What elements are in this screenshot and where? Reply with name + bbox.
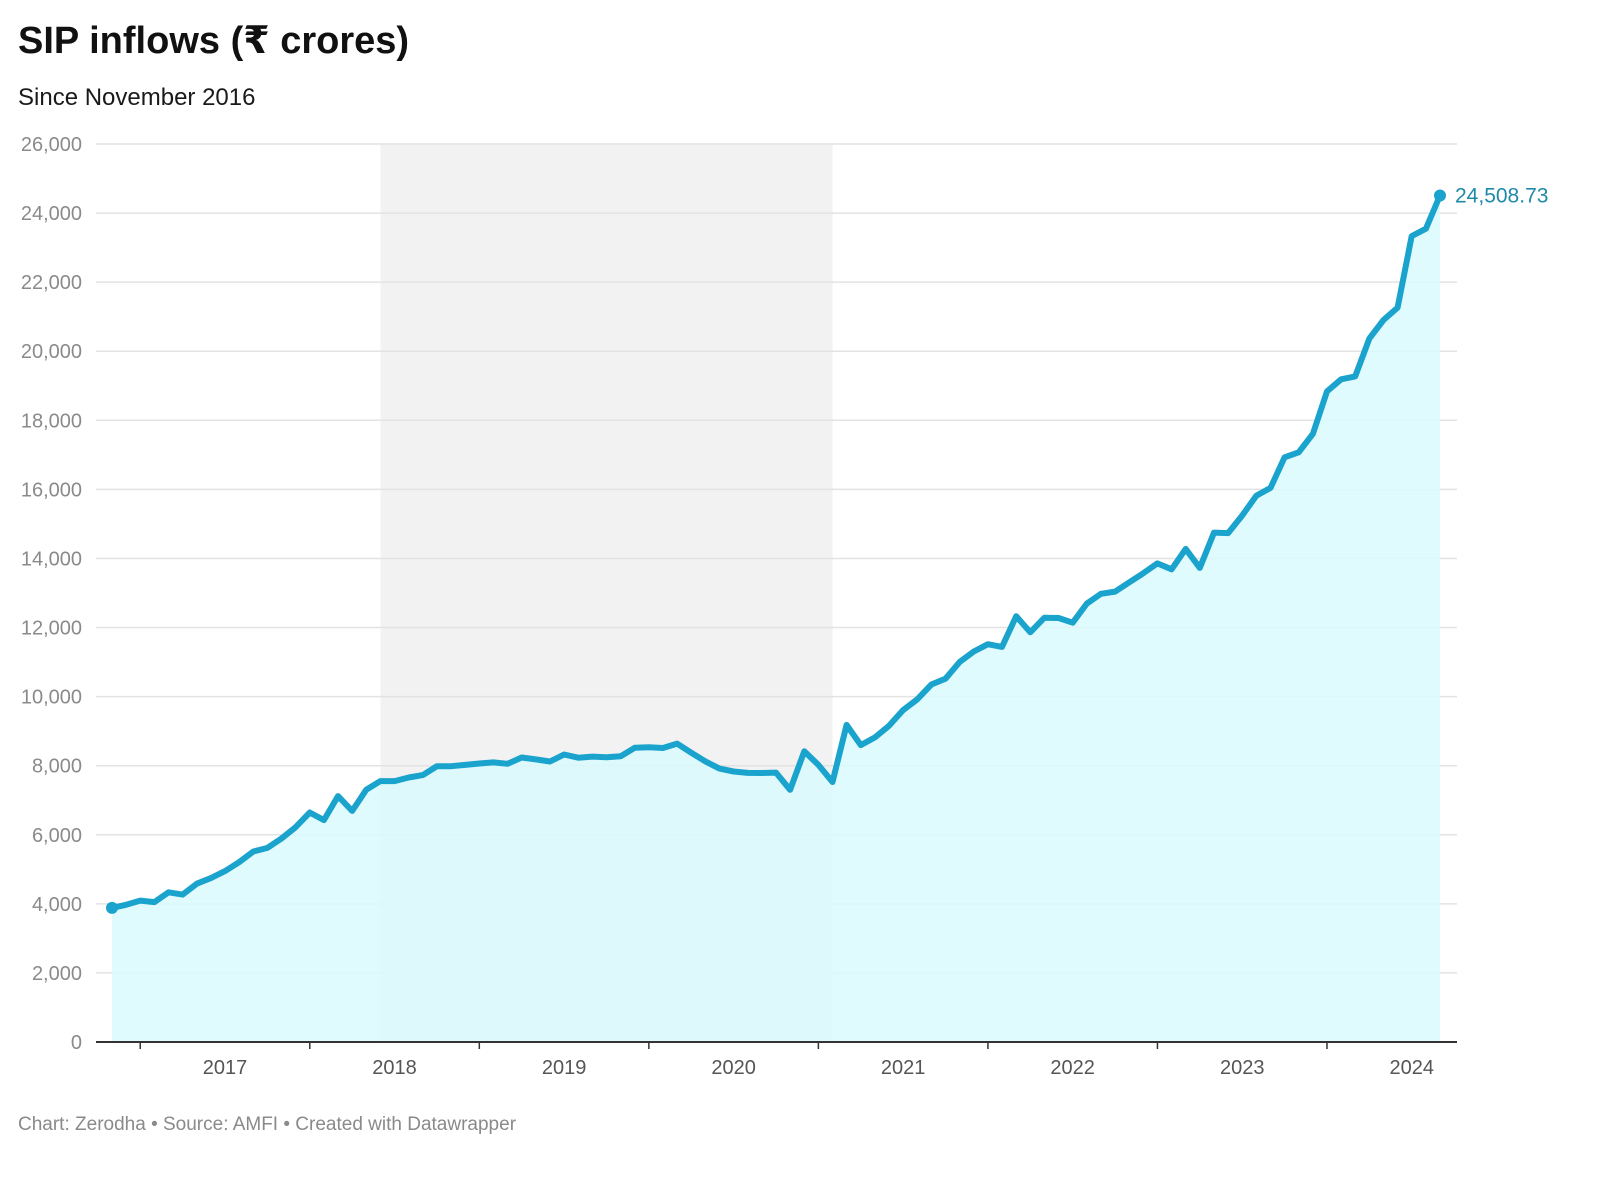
y-tick-label: 24,000: [21, 203, 82, 225]
end-point: [1434, 189, 1446, 202]
chart-title: SIP inflows (₹ crores): [18, 20, 410, 62]
x-tick-label: 2018: [372, 1057, 417, 1079]
y-tick-label: 22,000: [21, 272, 82, 294]
y-tick-label: 18,000: [21, 410, 82, 432]
y-tick-label: 4,000: [32, 894, 82, 916]
y-tick-label: 26,000: [21, 134, 82, 156]
x-tick-label: 2024: [1389, 1057, 1434, 1079]
y-tick-label: 8,000: [32, 756, 82, 778]
x-tick-label: 2017: [203, 1057, 248, 1079]
chart-footer: Chart: Zerodha • Source: AMFI • Created …: [18, 1114, 517, 1135]
y-tick-label: 20,000: [21, 341, 82, 363]
y-tick-label: 2,000: [32, 963, 82, 985]
x-tick-label: 2022: [1050, 1057, 1095, 1079]
y-tick-label: 10,000: [21, 687, 82, 709]
x-tick-label: 2023: [1220, 1057, 1265, 1079]
sip-inflow-line: [109, 192, 1443, 911]
x-tick-label: 2020: [711, 1057, 756, 1079]
y-tick-label: 14,000: [21, 548, 82, 570]
y-tick-label: 0: [71, 1032, 82, 1054]
end-value-label: 24,508.73: [1455, 184, 1548, 207]
chart-subtitle: Since November 2016: [18, 84, 256, 111]
x-tick-label: 2021: [881, 1057, 926, 1079]
area-fill: [112, 195, 1440, 1042]
y-tick-label: 16,000: [21, 479, 82, 501]
x-tick-label: 2019: [542, 1057, 587, 1079]
y-tick-label: 12,000: [21, 618, 82, 640]
y-tick-label: 6,000: [32, 825, 82, 847]
start-point: [106, 901, 118, 914]
